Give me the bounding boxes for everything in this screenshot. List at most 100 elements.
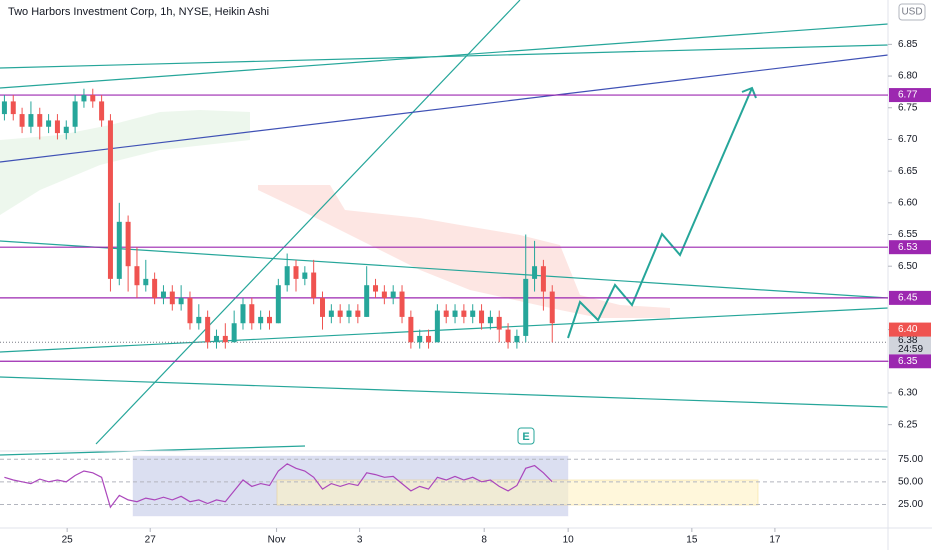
candle-body xyxy=(320,297,326,317)
y-tick-label: 6.60 xyxy=(898,197,918,208)
y-tick-label: 6.50 xyxy=(898,261,918,272)
candle-body xyxy=(240,304,246,324)
candle-body xyxy=(549,291,555,324)
candle-body xyxy=(496,316,502,330)
x-tick-label: 3 xyxy=(357,535,363,546)
candle-body xyxy=(258,316,264,324)
rsi-tick-label: 50.00 xyxy=(898,476,923,487)
candle-body xyxy=(346,310,352,317)
candle-body xyxy=(90,95,96,102)
candle-body xyxy=(452,310,458,317)
candle-body xyxy=(461,310,467,317)
candle-body xyxy=(328,310,334,317)
trend-line xyxy=(0,376,889,408)
y-tick-label: 6.75 xyxy=(898,102,918,113)
candle-body xyxy=(99,101,105,121)
level-label: 6.35 xyxy=(898,356,918,367)
candle-body xyxy=(152,278,158,298)
candle-body xyxy=(434,310,440,343)
y-tick-label: 6.80 xyxy=(898,71,918,82)
ha-close-label: 6.38 xyxy=(898,335,918,346)
cloud-bull xyxy=(0,110,250,215)
candle-body xyxy=(81,95,87,102)
candle-body xyxy=(116,221,122,279)
projection-path xyxy=(567,87,753,339)
y-tick-label: 6.65 xyxy=(898,166,918,177)
y-tick-label: 6.25 xyxy=(898,419,918,430)
candle-body xyxy=(426,335,432,343)
candle-body xyxy=(417,335,423,343)
candle-body xyxy=(479,310,485,324)
cloud-bear xyxy=(258,185,670,318)
candle-body xyxy=(364,285,370,317)
candle-body xyxy=(523,278,529,336)
candle-body xyxy=(107,120,113,279)
candle-body xyxy=(284,266,290,286)
candle-body xyxy=(125,221,131,267)
candle-body xyxy=(337,310,343,317)
currency: USD xyxy=(901,7,922,18)
candle-body xyxy=(10,101,16,115)
level-label: 6.45 xyxy=(898,293,918,304)
candle-body xyxy=(311,272,317,298)
y-tick-label: 6.30 xyxy=(898,388,918,399)
candle-body xyxy=(134,266,140,286)
candle-body xyxy=(205,316,211,343)
x-tick-label: 25 xyxy=(62,535,74,546)
x-tick-label: 17 xyxy=(769,535,781,546)
level-badge xyxy=(889,290,931,305)
candle-body xyxy=(293,266,299,279)
candle-body xyxy=(231,323,237,343)
rsi-line xyxy=(4,463,553,509)
y-tick-label: 6.55 xyxy=(898,229,918,240)
chart-title: Two Harbors Investment Corp, 1h, NYSE, H… xyxy=(8,6,269,18)
trend-line xyxy=(0,54,889,163)
last-price-badge xyxy=(889,322,931,337)
x-tick-label: 27 xyxy=(145,535,157,546)
candle-body xyxy=(540,266,546,292)
candle-body xyxy=(187,297,193,324)
ha-close-badge xyxy=(889,334,931,355)
candle-body xyxy=(249,304,255,324)
candle-body xyxy=(160,291,166,298)
trend-line xyxy=(0,44,889,69)
candle-body xyxy=(72,101,78,127)
x-tick-label: 10 xyxy=(563,535,575,546)
level-badge xyxy=(889,88,931,103)
candle-body xyxy=(443,310,449,317)
last-price-label: 6.40 xyxy=(898,324,918,335)
candle-body xyxy=(355,310,361,317)
candle-body xyxy=(275,285,281,324)
y-tick-label: 6.70 xyxy=(898,134,918,145)
candle-body xyxy=(28,114,34,127)
candle-body xyxy=(399,291,405,317)
level-badge xyxy=(889,354,931,369)
currency-badge xyxy=(898,3,926,21)
candle-body xyxy=(266,316,272,324)
trend-line xyxy=(95,0,521,445)
candle-body xyxy=(470,310,476,317)
candle-body xyxy=(532,266,538,279)
candle-body xyxy=(46,120,52,127)
rsi-tick-label: 25.00 xyxy=(898,499,923,510)
candle-body xyxy=(169,291,175,305)
trend-line xyxy=(0,307,889,353)
candle-body xyxy=(514,335,520,343)
candle-body xyxy=(178,297,184,305)
candle-body xyxy=(381,291,387,298)
candle-body xyxy=(143,278,149,286)
candle-body xyxy=(19,114,25,127)
candle-body xyxy=(1,101,7,115)
candle-body xyxy=(373,285,379,292)
earnings-icon[interactable] xyxy=(517,427,535,445)
candle-body xyxy=(408,316,414,343)
level-label: 6.53 xyxy=(898,242,918,253)
candle-body xyxy=(54,120,60,134)
earnings-marker[interactable]: E xyxy=(522,431,529,443)
countdown: 24:59 xyxy=(898,344,923,355)
candle-body xyxy=(487,316,493,324)
candle-body xyxy=(222,335,228,343)
level-badge xyxy=(889,240,931,255)
candle-body xyxy=(196,316,202,324)
